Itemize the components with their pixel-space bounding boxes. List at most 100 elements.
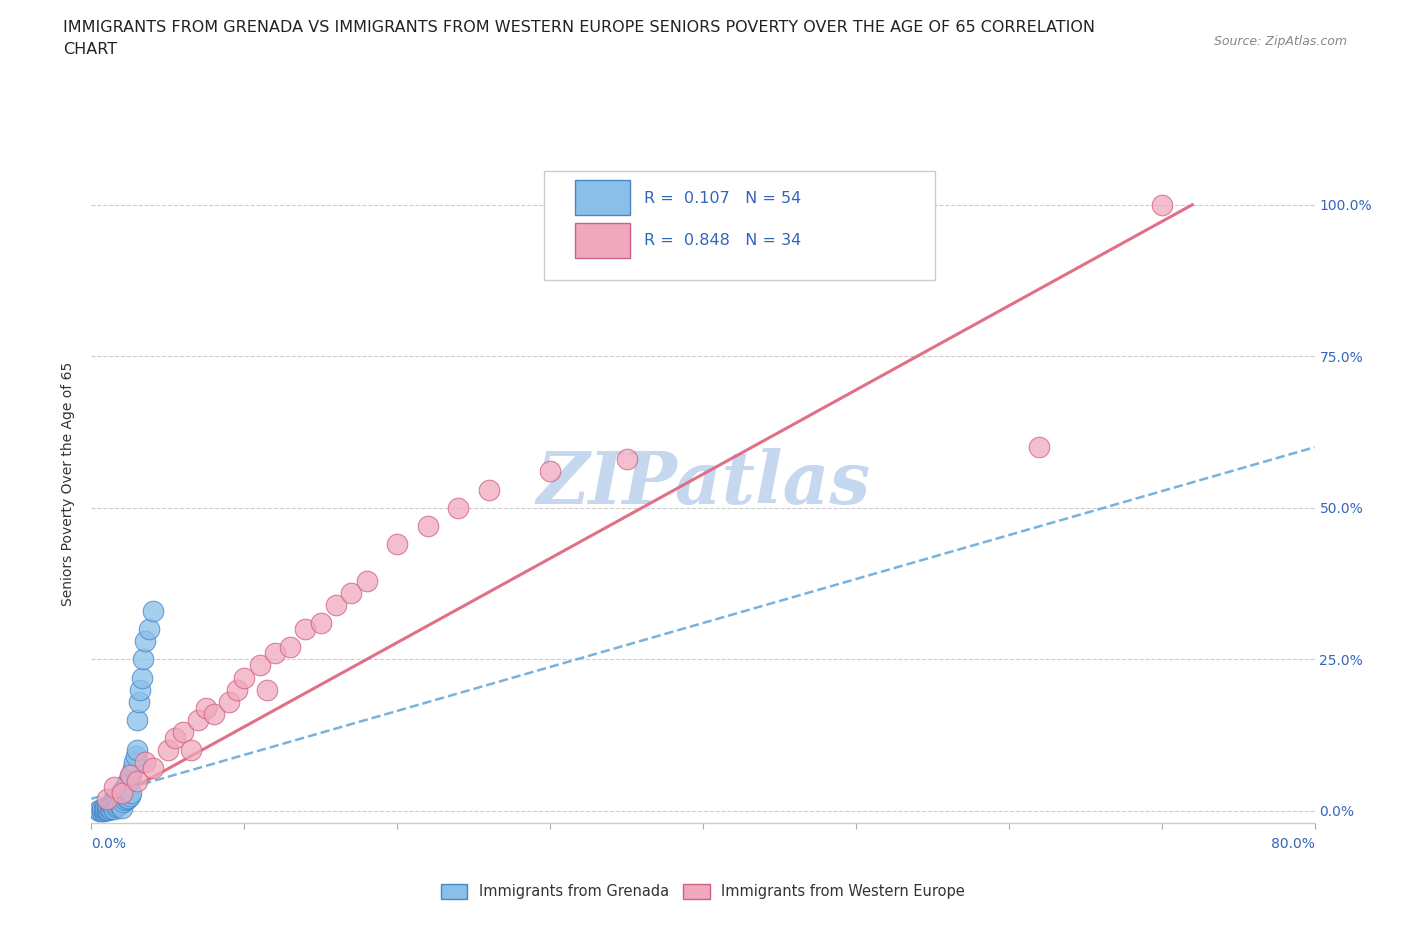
Point [96,803,118,817]
Point [91,802,114,817]
Point [538,464,561,479]
Point [225,683,247,698]
Point [249,658,271,673]
Point [105,799,128,814]
Point [118,789,141,804]
Point [93,801,115,816]
Point [96,801,118,816]
Point [325,597,347,612]
Point [87,804,110,818]
Point [110,787,132,802]
Point [1150,197,1173,212]
Point [120,767,142,782]
Point [112,794,135,809]
Point [103,779,125,794]
Point [114,792,136,807]
Point [256,683,278,698]
Point [100,801,122,816]
Point [129,683,152,698]
Point [122,755,145,770]
Point [127,773,149,788]
Point [121,761,143,776]
Text: IMMIGRANTS FROM GRENADA VS IMMIGRANTS FROM WESTERN EUROPE SENIORS POVERTY OVER T: IMMIGRANTS FROM GRENADA VS IMMIGRANTS FR… [63,20,1095,35]
Point [156,743,179,758]
Point [94,803,117,817]
Point [141,761,163,776]
Point [98,797,121,812]
Point [115,791,138,806]
Point [616,452,638,467]
Text: R =  0.848   N = 34: R = 0.848 N = 34 [644,233,801,248]
Text: 0.0%: 0.0% [91,837,127,851]
Point [202,707,225,722]
Point [180,743,202,758]
Point [104,800,127,815]
Point [98,802,121,817]
Point [105,790,128,805]
Point [478,483,501,498]
Point [278,640,301,655]
Point [96,791,118,806]
Point [93,804,115,818]
Point [141,604,163,618]
Point [120,785,142,800]
Point [134,633,156,648]
Point [108,789,131,804]
Point [309,616,332,631]
Point [138,621,160,636]
Point [132,652,155,667]
Point [117,790,139,805]
Point [416,519,439,534]
Point [103,792,125,807]
Point [128,695,150,710]
Point [111,785,134,800]
Point [131,671,153,685]
Text: Source: ZipAtlas.com: Source: ZipAtlas.com [1213,35,1347,48]
Point [108,797,131,812]
Text: CHART: CHART [63,42,117,57]
Text: ZIPatlas: ZIPatlas [536,448,870,519]
Point [87,803,110,817]
Text: 80.0%: 80.0% [1271,837,1315,851]
Point [101,801,124,816]
Point [127,743,149,758]
FancyBboxPatch shape [575,223,630,259]
FancyBboxPatch shape [544,171,935,280]
Point [187,712,209,727]
Point [340,585,363,600]
Point [115,777,138,791]
Point [96,799,118,814]
Point [103,802,125,817]
Point [294,621,316,636]
FancyBboxPatch shape [575,180,630,216]
Point [125,749,148,764]
Point [100,796,122,811]
Point [385,537,409,551]
Point [117,773,139,788]
Point [218,695,240,710]
Point [264,646,287,661]
Point [110,796,132,811]
Point [118,767,141,782]
Point [97,803,120,817]
Point [114,779,136,794]
Point [134,755,156,770]
Y-axis label: Seniors Poverty Over the Age of 65: Seniors Poverty Over the Age of 65 [62,362,76,605]
Point [94,801,117,816]
Point [172,724,194,739]
Point [447,500,470,515]
Point [97,800,120,815]
Point [127,712,149,727]
Point [356,573,378,588]
Point [1028,440,1050,455]
Point [111,785,134,800]
Point [104,791,127,806]
Point [101,794,124,809]
Point [112,782,135,797]
Text: R =  0.107   N = 54: R = 0.107 N = 54 [644,191,801,206]
Point [233,671,256,685]
Point [91,804,114,818]
Legend: Immigrants from Grenada, Immigrants from Western Europe: Immigrants from Grenada, Immigrants from… [434,878,972,905]
Point [111,801,134,816]
Point [195,700,218,715]
